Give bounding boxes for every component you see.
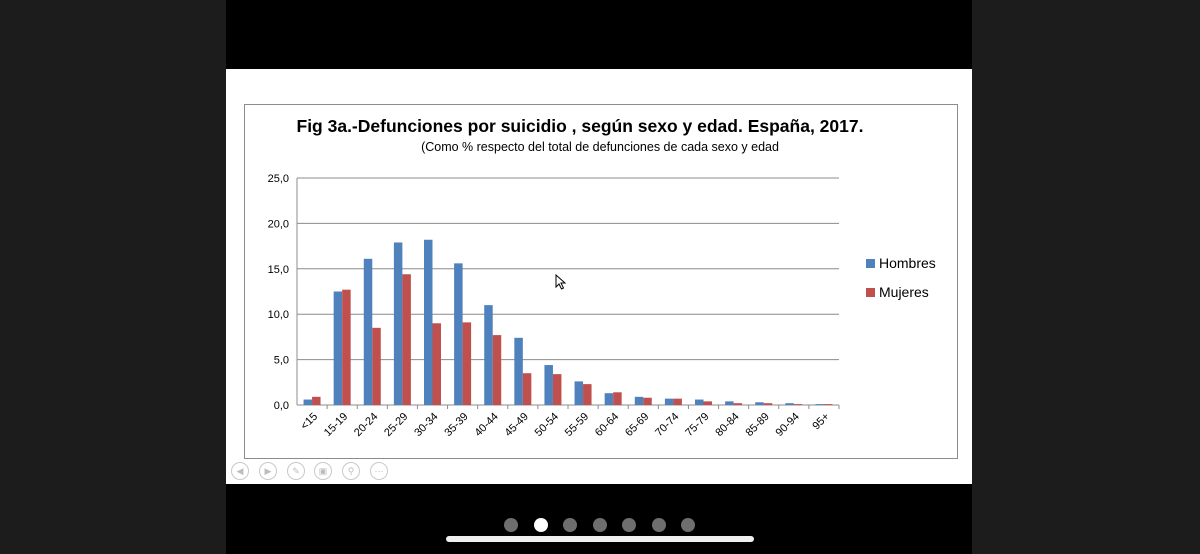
page-dot[interactable] bbox=[651, 518, 666, 532]
page-dot[interactable] bbox=[533, 518, 548, 532]
bar-hombres bbox=[333, 291, 343, 405]
bar-mujeres bbox=[342, 289, 351, 405]
x-tick-label: 35-39 bbox=[442, 411, 470, 439]
chart-title: Fig 3a.-Defunciones por suicidio , según… bbox=[296, 116, 864, 136]
page-dot[interactable] bbox=[681, 518, 695, 532]
right-backdrop bbox=[972, 0, 1200, 554]
page-dot[interactable] bbox=[504, 518, 518, 532]
bar-mujeres bbox=[673, 398, 682, 405]
bar-mujeres bbox=[793, 404, 803, 405]
bar-mujeres bbox=[643, 397, 652, 405]
bar-mujeres bbox=[432, 323, 441, 405]
x-tick-label: 65-69 bbox=[623, 411, 651, 439]
bar-hombres bbox=[363, 258, 373, 405]
y-tick-label: 10,0 bbox=[268, 309, 289, 321]
bar-mujeres bbox=[552, 374, 562, 405]
bar-hombres bbox=[815, 404, 824, 405]
bar-hombres bbox=[574, 381, 584, 405]
x-tick-label: 75-79 bbox=[683, 411, 711, 439]
x-tick-label: 20-24 bbox=[352, 411, 380, 439]
home-indicator[interactable] bbox=[446, 536, 754, 542]
x-tick-label: 50-54 bbox=[533, 411, 561, 439]
bar-mujeres bbox=[372, 327, 381, 405]
mouse-pointer-icon bbox=[555, 274, 567, 290]
x-tick-label: 90-94 bbox=[774, 411, 802, 439]
chart-subtitle: (Como % respecto del total de defuncione… bbox=[421, 140, 779, 154]
page-dot[interactable] bbox=[622, 518, 636, 532]
bar-hombres bbox=[484, 305, 493, 405]
bar-mujeres bbox=[733, 403, 743, 405]
bar-mujeres bbox=[402, 274, 411, 405]
x-tick-label: 85-89 bbox=[743, 411, 771, 439]
chart-frame bbox=[244, 104, 958, 459]
x-tick-label: 40-44 bbox=[472, 411, 500, 439]
y-tick-label: 15,0 bbox=[268, 264, 289, 276]
bar-mujeres bbox=[462, 322, 472, 405]
bar-hombres bbox=[393, 242, 403, 405]
bar-hombres bbox=[303, 399, 313, 405]
pen-icon[interactable]: ✎ bbox=[287, 462, 305, 480]
bar-hombres bbox=[725, 401, 734, 405]
slide-canvas bbox=[226, 69, 972, 484]
bar-hombres bbox=[785, 403, 794, 405]
y-tick-label: 0,0 bbox=[274, 400, 289, 412]
bar-hombres bbox=[664, 398, 674, 405]
page-dot[interactable] bbox=[563, 518, 577, 532]
y-tick-label: 25,0 bbox=[268, 173, 289, 185]
bar-mujeres bbox=[312, 396, 321, 405]
x-tick-label: 45-49 bbox=[503, 411, 531, 439]
page-dot[interactable] bbox=[592, 518, 607, 532]
bar-hombres bbox=[634, 396, 644, 405]
bar-mujeres bbox=[492, 335, 502, 405]
bar-hombres bbox=[424, 239, 433, 405]
x-tick-label: 55-59 bbox=[563, 411, 591, 439]
legend-swatch bbox=[866, 288, 875, 297]
zoom-icon[interactable]: ⚲ bbox=[342, 462, 360, 480]
legend-label-mujeres: Mujeres bbox=[879, 284, 929, 300]
bar-hombres bbox=[514, 337, 523, 405]
bar-hombres bbox=[544, 365, 553, 405]
next-icon[interactable]: ▶ bbox=[259, 462, 277, 480]
legend-swatch bbox=[866, 259, 875, 268]
bar-hombres bbox=[454, 263, 463, 405]
x-tick-label: 25-29 bbox=[382, 411, 410, 439]
bar-hombres bbox=[755, 402, 764, 405]
bar-hombres bbox=[695, 399, 704, 405]
slides-icon[interactable]: ▣ bbox=[314, 462, 332, 480]
more-icon[interactable]: ⋯ bbox=[370, 462, 388, 480]
left-backdrop bbox=[0, 0, 226, 554]
bar-mujeres bbox=[703, 401, 712, 405]
bar-mujeres bbox=[763, 403, 773, 405]
x-tick-label: 30-34 bbox=[412, 411, 440, 439]
x-tick-label: 80-84 bbox=[713, 411, 741, 439]
legend-label-hombres: Hombres bbox=[879, 255, 936, 271]
bar-mujeres bbox=[613, 392, 622, 405]
x-tick-label: <15 bbox=[298, 411, 320, 433]
bar-hombres bbox=[604, 393, 614, 405]
prev-icon[interactable]: ◀ bbox=[231, 462, 249, 480]
x-tick-label: 60-64 bbox=[593, 411, 621, 439]
y-tick-label: 5,0 bbox=[274, 355, 289, 367]
bar-mujeres bbox=[823, 404, 833, 405]
bar-mujeres bbox=[522, 373, 532, 405]
page-indicator bbox=[0, 518, 1200, 532]
y-tick-label: 20,0 bbox=[268, 218, 289, 230]
x-tick-label: 70-74 bbox=[653, 411, 681, 439]
bar-mujeres bbox=[583, 384, 592, 405]
x-tick-label: 95+ bbox=[810, 411, 832, 433]
x-tick-label: 15-19 bbox=[322, 411, 350, 439]
